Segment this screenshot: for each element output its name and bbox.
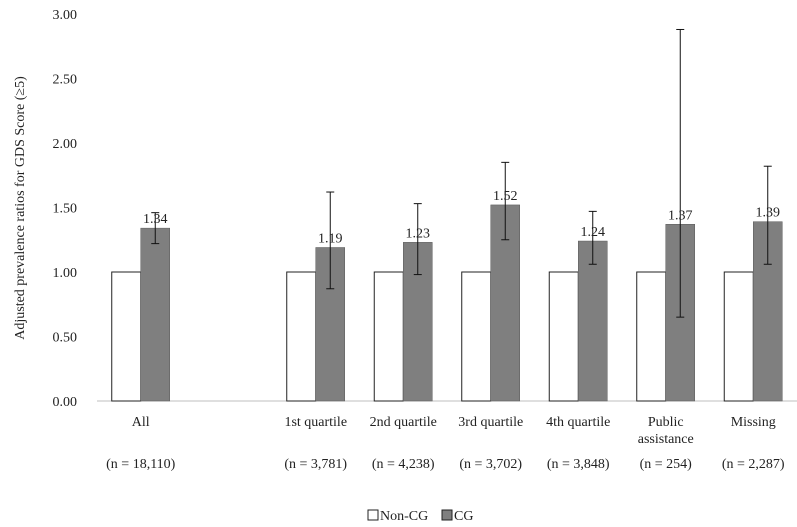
data-label: 1.24 — [581, 225, 606, 240]
legend-swatch — [367, 509, 379, 521]
y-axis-title: Adjusted prevalence ratios for GDS Score… — [13, 76, 28, 340]
bar-non-cg — [111, 271, 142, 402]
y-tick-label: 0.50 — [53, 331, 78, 346]
data-label: 1.52 — [493, 189, 518, 204]
data-label: 1.19 — [318, 231, 343, 246]
category-sample-size: (n = 3,702) — [459, 457, 522, 472]
legend-label: Non-CG — [380, 509, 428, 524]
y-tick-label: 1.50 — [53, 202, 78, 217]
x-tick-label: All — [132, 415, 150, 430]
category-sample-size: (n = 18,110) — [106, 457, 176, 472]
y-axis: 0.00 0.50 1.00 1.50 2.00 2.50 3.00 — [53, 8, 78, 410]
y-tick-label: 3.00 — [53, 8, 78, 23]
data-label: 1.37 — [668, 208, 693, 223]
data-label: 1.39 — [756, 206, 781, 221]
category-sample-size: (n = 2,287) — [722, 457, 785, 472]
bar-non-cg — [723, 271, 754, 402]
x-tick-label: assistance — [638, 432, 694, 447]
bar-non-cg — [373, 271, 404, 402]
x-tick-label: 1st quartile — [284, 415, 347, 430]
legend-swatch — [441, 509, 453, 521]
bar-non-cg — [286, 271, 317, 402]
bar-cg — [140, 227, 170, 402]
x-tick-label: Public — [648, 415, 684, 430]
x-tick-label: 3rd quartile — [458, 415, 523, 430]
x-tick-label: Missing — [731, 415, 776, 430]
category-sample-size: (n = 3,848) — [547, 457, 610, 472]
category-sample-size: (n = 4,238) — [372, 457, 435, 472]
category-sample-size: (n = 254) — [640, 457, 693, 472]
legend: Non-CG CG — [367, 509, 473, 524]
bar-non-cg — [636, 271, 667, 402]
category-sample-size: (n = 3,781) — [284, 457, 347, 472]
bar-cg — [490, 204, 520, 402]
y-tick-label: 2.00 — [53, 137, 78, 152]
data-label: 1.23 — [406, 226, 431, 241]
y-tick-label: 1.00 — [53, 266, 78, 281]
y-tick-label: 0.00 — [53, 395, 78, 410]
bar-cg — [578, 240, 608, 402]
bar-non-cg — [461, 271, 492, 402]
data-label: 1.34 — [143, 212, 168, 227]
bar-non-cg — [548, 271, 579, 402]
x-tick-label: 4th quartile — [546, 415, 610, 430]
x-tick-label: 2nd quartile — [370, 415, 437, 430]
plot-area: 1.34 1.19 1.23 1.52 1.24 1.37 1.39 — [97, 28, 797, 402]
legend-label: CG — [454, 509, 473, 524]
y-tick-label: 2.50 — [53, 73, 78, 88]
category-labels: All (n = 18,110) 1st quartile (n = 3,781) 2n… — [106, 415, 785, 472]
